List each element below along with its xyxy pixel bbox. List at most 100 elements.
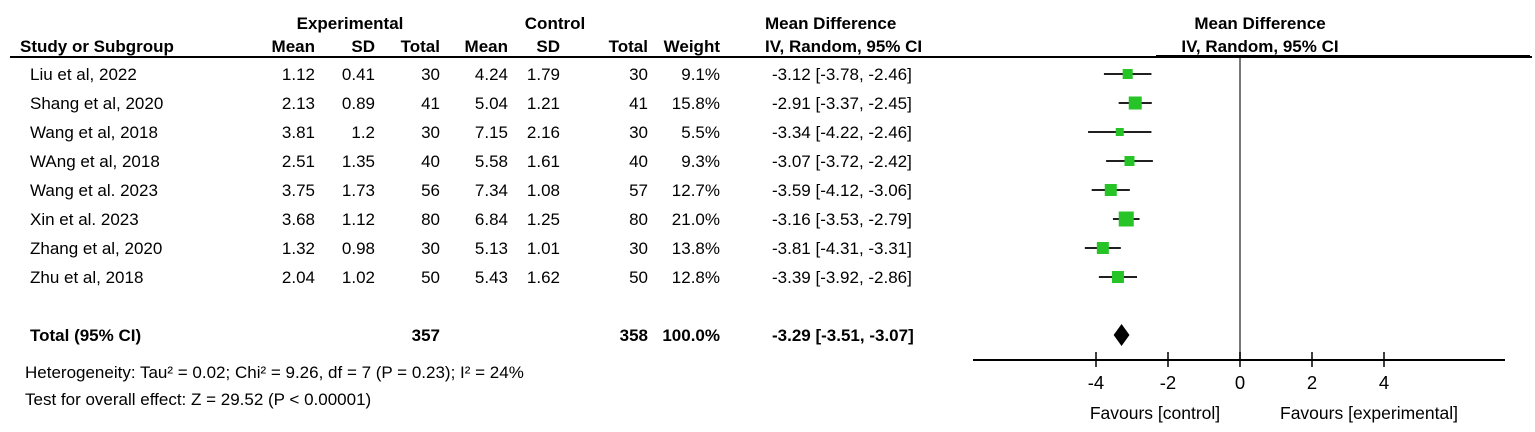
cell-ci_label: -3.59 [-4.12, -3.06] [772,180,912,200]
cell-study: WAng et al, 2018 [30,151,160,171]
cell-ctl_total: 30 [629,122,648,142]
total-label: Total (95% CI) [30,326,142,345]
col-header-weight: Weight [663,37,720,56]
header-rule [10,56,1532,58]
effect-marker [1104,184,1117,196]
overall-effect-text: Test for overall effect: Z = 29.52 (P < … [25,390,372,409]
col-header-study: Study or Subgroup [20,37,174,56]
cell-weight: 12.7% [671,180,720,200]
total-exp-n: 357 [411,326,440,345]
cell-exp_total: 30 [421,64,440,84]
cell-ctl_total: 57 [629,180,648,200]
cell-ctl_mean: 6.84 [474,209,508,229]
col-header-ctl-total: Total [608,37,648,56]
effect-marker [1118,211,1134,227]
cell-ctl_sd: 1.01 [526,238,560,258]
favours-left-label: Favours [control] [1090,403,1220,423]
cell-exp_sd: 1.12 [341,209,375,229]
effect-marker [1122,69,1133,79]
cell-study: Shang et al, 2020 [30,93,164,113]
cell-study: Zhang et al, 2020 [30,238,163,258]
table-row: Zhu et al, 2018 2.04 1.02 50 5.43 1.62 50 12.8%… [0,263,1000,292]
table-row: Liu et al, 2022 1.12 0.41 30 4.24 1.79 30 9.1% -… [0,60,1000,89]
plot-header-underline [1156,55,1530,57]
cell-exp_total: 30 [421,122,440,142]
cell-ctl_total: 30 [629,64,648,84]
cell-weight: 9.1% [681,64,720,84]
cell-ctl_mean: 5.04 [474,93,508,113]
cell-ctl_total: 80 [629,209,648,229]
col-header-ctl-mean: Mean [464,37,508,56]
effect-marker [1128,96,1142,110]
cell-exp_mean: 2.51 [281,151,315,171]
heterogeneity-text: Heterogeneity: Tau² = 0.02; Chi² = 9.26,… [25,363,524,382]
cell-study: Wang et al, 2018 [30,122,158,142]
cell-ctl_sd: 1.08 [526,180,560,200]
cell-weight: 12.8% [671,267,720,287]
table-row: Shang et al, 2020 2.13 0.89 41 5.04 1.21 41 15.… [0,89,1000,118]
total-row: Total (95% CI) 357 358 100.0% -3.29 [-3.… [0,321,1000,350]
cell-ctl_mean: 4.24 [474,64,508,84]
group-header-experimental: Experimental [296,14,404,33]
effect-marker [1096,242,1109,254]
cell-ci_label: -3.81 [-4.31, -3.31] [772,238,912,258]
tick-label: -2 [1160,372,1176,393]
cell-weight: 13.8% [671,238,720,258]
cell-ctl_sd: 1.21 [526,93,560,113]
total-ctl-n: 358 [619,326,648,345]
col-header-ci-right: IV, Random, 95% CI [1181,37,1339,56]
cell-exp_sd: 1.35 [341,151,375,171]
header-mean-difference-left: Mean Difference [765,14,897,33]
cell-ctl_mean: 5.43 [474,267,508,287]
cell-weight: 21.0% [671,209,720,229]
total-weight: 100.0% [662,326,720,345]
col-header-exp-mean: Mean [271,37,315,56]
cell-ci_label: -3.16 [-3.53, -2.79] [772,209,912,229]
favours-right-label: Favours [experimental] [1280,403,1458,423]
cell-ctl_mean: 5.58 [474,151,508,171]
cell-ci_label: -3.39 [-3.92, -2.86] [772,267,912,287]
total-diamond [1113,324,1130,346]
total-ci-label: -3.29 [-3.51, -3.07] [772,326,914,345]
tick-label: 4 [1379,372,1389,393]
tick-label: 2 [1307,372,1317,393]
cell-exp_mean: 3.81 [281,122,315,142]
table-row: WAng et al, 2018 2.51 1.35 40 5.58 1.61 40 9.3%… [0,147,1000,176]
cell-exp_sd: 1.73 [341,180,375,200]
cell-ctl_mean: 7.34 [474,180,508,200]
cell-ci_label: -3.12 [-3.78, -2.46] [772,64,912,84]
cell-exp_total: 40 [421,151,440,171]
cell-exp_mean: 2.13 [281,93,315,113]
cell-ctl_total: 50 [629,267,648,287]
col-header-ctl-sd: SD [536,37,560,56]
cell-exp_mean: 3.68 [281,209,315,229]
cell-ci_label: -2.91 [-3.37, -2.45] [772,93,912,113]
cell-ctl_total: 40 [629,151,648,171]
cell-exp_total: 56 [421,180,440,200]
tick-label: 0 [1235,372,1245,393]
cell-ci_label: -3.34 [-4.22, -2.46] [772,122,912,142]
cell-study: Xin et al. 2023 [30,209,139,229]
cell-exp_total: 30 [421,238,440,258]
effect-marker [1115,128,1124,136]
cell-ctl_total: 30 [629,238,648,258]
cell-exp_total: 41 [421,93,440,113]
header-mean-difference-right: Mean Difference [1194,14,1326,33]
group-header-control: Control [524,14,586,33]
col-header-exp-sd: SD [351,37,375,56]
cell-exp_sd: 0.98 [341,238,375,258]
table-row: Xin et al. 2023 3.68 1.12 80 6.84 1.25 80 21.0%… [0,205,1000,234]
cell-ctl_sd: 1.79 [526,64,560,84]
cell-ctl_mean: 5.13 [474,238,508,258]
cell-exp_total: 80 [421,209,440,229]
cell-exp_sd: 0.89 [341,93,375,113]
cell-study: Zhu et al, 2018 [30,267,144,287]
cell-ctl_sd: 2.16 [526,122,560,142]
cell-exp_mean: 1.32 [281,238,315,258]
col-header-exp-total: Total [400,37,440,56]
table-row: Wang et al. 2023 3.75 1.73 56 7.34 1.08 57 12.7… [0,176,1000,205]
cell-ctl_sd: 1.25 [526,209,560,229]
effect-marker [1124,156,1135,166]
cell-exp_sd: 1.2 [351,122,375,142]
